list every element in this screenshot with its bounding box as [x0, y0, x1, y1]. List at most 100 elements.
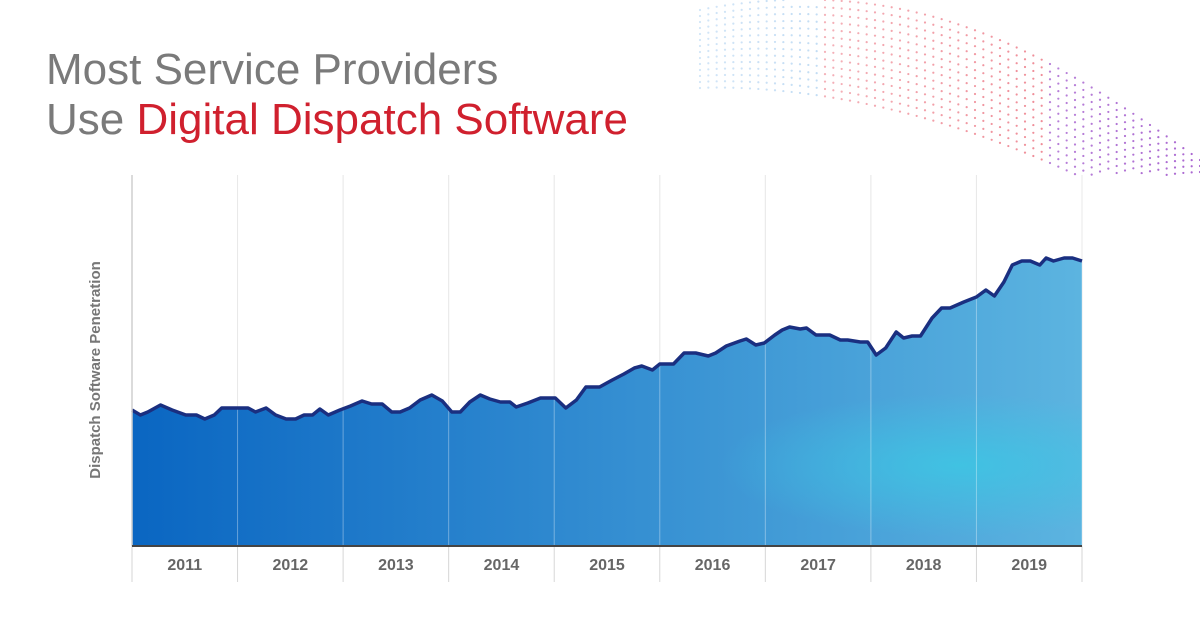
wave-dot [1007, 129, 1010, 132]
wave-dot [848, 15, 852, 18]
wave-dot [873, 65, 877, 68]
wave-dot [1132, 133, 1135, 136]
wave-dot [898, 94, 902, 97]
wave-dot [1048, 100, 1052, 104]
wave-dot [1107, 146, 1110, 149]
wave-dot [715, 86, 718, 89]
wave-dot [1115, 150, 1118, 154]
wave-dot [1115, 143, 1118, 147]
wave-dot [798, 20, 802, 23]
wave-dot [1015, 124, 1018, 127]
wave-dot [740, 47, 743, 51]
x-category-label: 2014 [484, 557, 520, 574]
wave-dot [965, 106, 968, 109]
wave-dot [707, 74, 710, 77]
wave-dot [1015, 69, 1018, 73]
wave-dot [1065, 146, 1068, 150]
wave-dot [1082, 125, 1085, 128]
wave-dot [1057, 82, 1060, 85]
wave-dot [782, 68, 785, 72]
wave-dot [865, 10, 868, 13]
wave-dot [707, 25, 710, 28]
wave-dot [1173, 172, 1177, 175]
wave-dot [715, 67, 718, 70]
wave-dot [932, 103, 935, 106]
wave-dot [1157, 162, 1160, 165]
wave-dot [790, 5, 793, 8]
wave-dot [765, 74, 768, 78]
wave-dot [1140, 158, 1143, 161]
wave-dot [1032, 147, 1035, 150]
wave-dot [832, 81, 835, 84]
wave-dot [757, 74, 760, 77]
x-category-label: 2015 [589, 557, 625, 574]
wave-dot [982, 127, 985, 130]
wave-dot [773, 26, 777, 30]
wave-dot [973, 69, 977, 72]
wave-dot [865, 102, 868, 106]
wave-dot [765, 47, 768, 50]
wave-dot [740, 34, 743, 38]
wave-dot [898, 15, 902, 18]
wave-dot [940, 90, 943, 93]
wave-dot [1040, 66, 1043, 69]
x-category-label: 2018 [906, 557, 942, 574]
wave-dot [898, 23, 902, 26]
wave-dot [707, 13, 710, 16]
wave-dot [1115, 157, 1118, 161]
wave-dot [823, 28, 827, 31]
area-line [131, 256, 1083, 421]
wave-dot [1132, 139, 1135, 143]
wave-dot [857, 62, 860, 65]
wave-dot [707, 80, 710, 83]
wave-dot [1032, 62, 1035, 65]
wave-dot [948, 44, 952, 47]
wave-dot [807, 5, 810, 8]
wave-dot [715, 24, 718, 27]
wave-dot [798, 34, 802, 37]
wave-dot [990, 43, 993, 46]
wave-dot [1040, 119, 1043, 123]
wave-dot [1048, 131, 1052, 134]
wave-dot [790, 55, 793, 58]
wave-dot [882, 83, 885, 86]
wave-dot [782, 82, 785, 86]
wave-dot [798, 63, 802, 66]
wave-dot [907, 41, 910, 44]
wave-dot [732, 86, 735, 89]
wave-dot [940, 122, 943, 125]
wave-dot [1073, 128, 1077, 131]
x-category-label: 2016 [695, 557, 731, 574]
wave-dot [907, 49, 910, 52]
wave-dot [1040, 135, 1043, 138]
wave-dot [698, 14, 702, 18]
wave-dot [782, 61, 785, 65]
wave-dot [982, 56, 985, 59]
wave-dot [982, 64, 985, 67]
wave-dot [723, 4, 727, 7]
area-glow [132, 258, 1082, 546]
wave-dot [882, 75, 885, 78]
wave-dot [757, 60, 760, 64]
wave-dot [740, 8, 743, 11]
wave-dot [782, 40, 785, 44]
wave-dot [765, 81, 768, 84]
wave-dot [1048, 154, 1052, 157]
wave-dot [873, 73, 877, 76]
wave-dot [1182, 165, 1185, 168]
wave-dot [1123, 114, 1127, 117]
wave-dot [865, 56, 868, 59]
wave-dot [1057, 90, 1060, 93]
wave-dot [1048, 116, 1052, 119]
wave-dot [715, 5, 718, 8]
wave-dot [773, 61, 777, 64]
wave-dot [1098, 134, 1102, 137]
wave-dot [1082, 147, 1085, 150]
wave-dot [832, 44, 835, 47]
wave-dot [698, 20, 702, 24]
wave-dot [1065, 169, 1068, 172]
wave-dot [915, 27, 918, 30]
wave-dot [715, 61, 718, 64]
wave-dot [907, 96, 910, 99]
wave-dot [1057, 112, 1060, 115]
